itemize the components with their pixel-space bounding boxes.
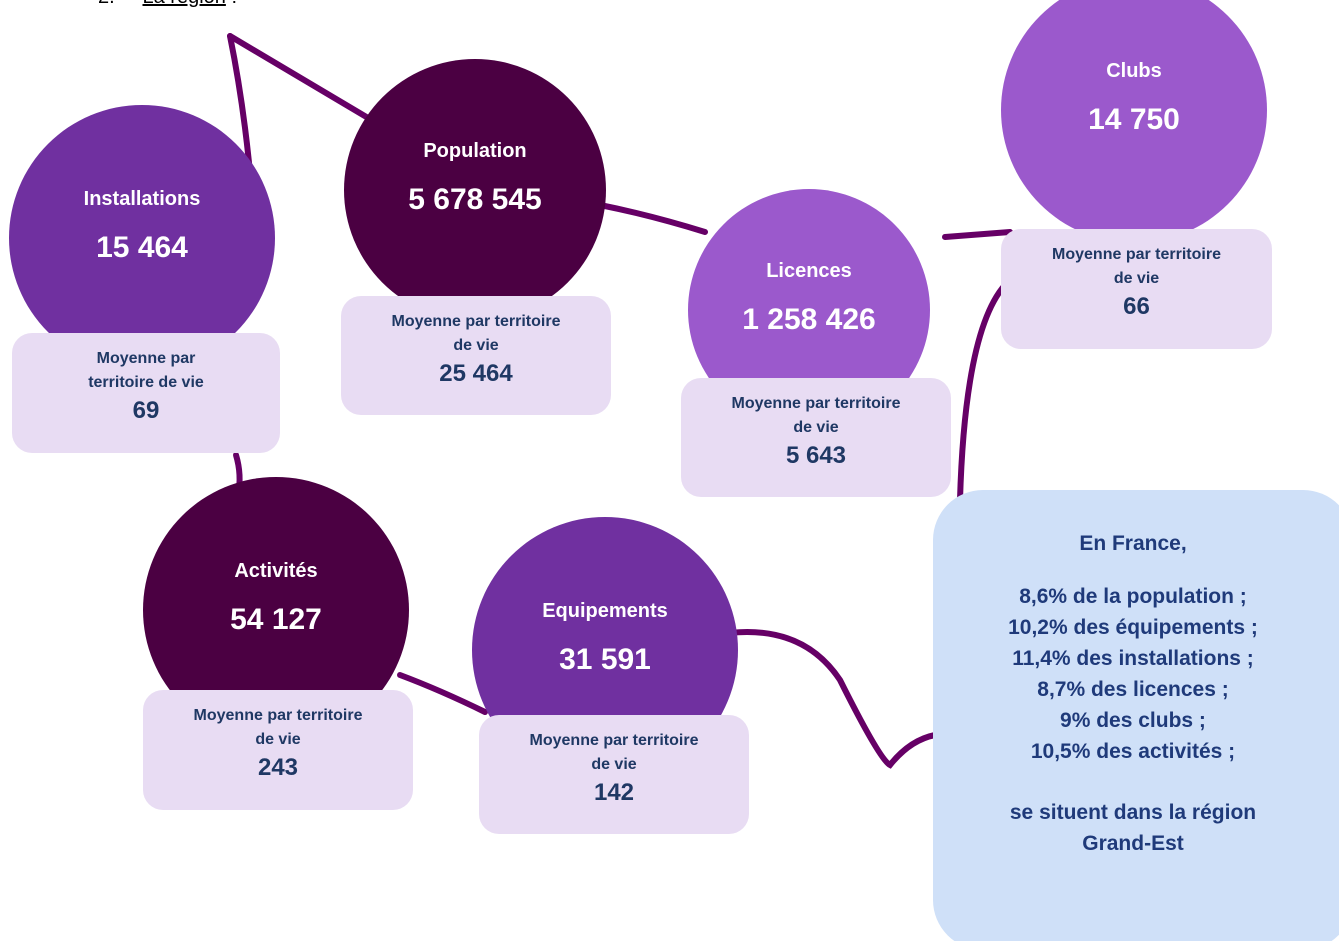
connector xyxy=(712,629,938,769)
summary-item: 10,2% des équipements ; xyxy=(1008,616,1258,639)
connector xyxy=(597,202,708,235)
connector xyxy=(227,33,388,131)
node-value: 54 127 xyxy=(230,603,322,636)
node-label: Clubs xyxy=(1106,60,1162,82)
section-header: 2. La région : xyxy=(98,0,237,9)
summary-item: 8,6% de la population ; xyxy=(1019,585,1247,608)
node-average: 69 xyxy=(132,397,160,424)
connector xyxy=(942,229,1013,240)
summary-panel: En France, 8,6% de la population ; 10,2% … xyxy=(933,490,1339,941)
node-circle: Installations 15 464 xyxy=(9,105,275,371)
node-caption: Moyenne par territoire de vie xyxy=(731,395,901,436)
node-average-box: Moyenne par territoire de vie 66 xyxy=(1001,229,1272,349)
node-average: 5 643 xyxy=(785,442,847,469)
node-value: 31 591 xyxy=(559,643,651,676)
summary-title: En France, xyxy=(1079,532,1187,555)
node-caption: Moyenne par territoire de vie xyxy=(529,732,699,773)
node-average-box: Moyenne par territoire de vie 142 xyxy=(479,715,749,834)
summary-item: 9% des clubs ; xyxy=(1060,709,1206,732)
summary-items: 8,6% de la population ; 10,2% des équipem… xyxy=(933,581,1333,767)
node-circle: Population 5 678 545 xyxy=(344,59,606,321)
node-value: 14 750 xyxy=(1088,103,1180,136)
node-label: Equipements xyxy=(542,600,668,622)
node-value: 5 678 545 xyxy=(408,183,542,216)
node-average-box: Moyenne par territoire de vie 25 464 xyxy=(341,296,611,415)
node-label: Licences xyxy=(766,260,852,282)
summary-item: 11,4% des installations ; xyxy=(1012,647,1254,670)
summary-item: 8,7% des licences ; xyxy=(1037,678,1229,701)
section-title: La région xyxy=(142,0,225,8)
node-average: 243 xyxy=(257,754,299,781)
summary-item: 10,5% des activités ; xyxy=(1030,740,1236,763)
node-average-box: Moyenne par territoire de vie 69 xyxy=(12,333,280,453)
node-caption: Moyenne par territoire de vie xyxy=(391,313,561,354)
node-average-box: Moyenne par territoire de vie 5 643 xyxy=(681,378,951,497)
node-value: 1 258 426 xyxy=(742,303,876,336)
section-number: 2. xyxy=(98,0,115,8)
node-caption: Moyenne par territoire de vie xyxy=(88,350,204,391)
node-label: Installations xyxy=(83,188,201,210)
section-suffix: : xyxy=(231,0,237,8)
node-average: 25 464 xyxy=(439,360,513,387)
node-caption: Moyenne par territoire de vie xyxy=(1052,246,1221,287)
connector xyxy=(957,282,1008,503)
node-average-box: Moyenne par territoire de vie 243 xyxy=(143,690,413,810)
connector xyxy=(397,672,488,715)
node-caption: Moyenne par territoire de vie xyxy=(193,707,363,748)
node-label: Activités xyxy=(234,560,318,582)
node-average: 66 xyxy=(1123,293,1150,320)
node-value: 15 464 xyxy=(96,231,188,264)
node-label: Population xyxy=(423,140,527,162)
node-circle: Clubs 14 750 xyxy=(1001,0,1267,243)
summary-footer: se situent dans la région Grand-Est xyxy=(1009,801,1257,855)
node-average: 142 xyxy=(593,779,635,806)
